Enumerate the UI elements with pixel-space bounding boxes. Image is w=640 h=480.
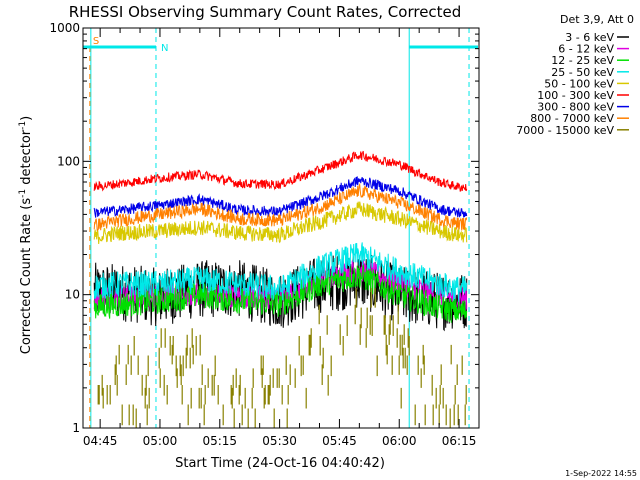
legend-label: 100 - 300 keV xyxy=(537,89,614,102)
y-label-part-3: ) xyxy=(19,116,34,121)
x-tick-label: 04:45 xyxy=(83,434,118,448)
legend-label: 25 - 50 keV xyxy=(551,66,614,79)
y-label-sup-2: -1 xyxy=(18,121,28,130)
legend-label: 50 - 100 keV xyxy=(544,77,614,90)
annotation-n: N xyxy=(161,43,168,54)
legend-title: Det 3,9, Att 0 xyxy=(560,13,634,26)
annotation-s: S xyxy=(93,36,99,47)
legend-label: 3 - 6 keV xyxy=(565,31,614,44)
x-axis-label: Start Time (24-Oct-16 04:40:42) xyxy=(175,456,385,471)
series-line-2 xyxy=(93,264,468,323)
y-tick-label: 10 xyxy=(65,288,80,302)
x-tick-label: 05:00 xyxy=(143,434,178,448)
y-tick-label: 1 xyxy=(72,421,80,435)
x-tick-label: 06:15 xyxy=(442,434,477,448)
series-line-3 xyxy=(93,242,468,302)
footer-timestamp: 1-Sep-2022 14:55 xyxy=(565,469,637,478)
chart-title: RHESSI Observing Summary Count Rates, Co… xyxy=(69,3,462,21)
series-line-4 xyxy=(93,201,468,245)
y-tick-label: 1000 xyxy=(49,21,80,35)
y-label-part-1: Corrected Count Rate (s xyxy=(19,198,34,355)
legend-label: 300 - 800 keV xyxy=(537,101,614,114)
plot-frame xyxy=(82,27,480,429)
y-tick-label: 100 xyxy=(57,154,80,168)
legend-label: 800 - 7000 keV xyxy=(530,112,614,125)
y-label-sup-1: -1 xyxy=(18,189,28,198)
svg-text:Corrected Count Rate (s-1 dete: Corrected Count Rate (s-1 detector-1) xyxy=(18,116,34,354)
series-line-5 xyxy=(93,150,468,192)
x-tick-label: 05:30 xyxy=(262,434,297,448)
y-label-part-2: detector xyxy=(19,129,34,189)
legend-label: 7000 - 15000 keV xyxy=(516,124,614,137)
plot-layer: S N 1 10 100 1000 04:45 05:00 05:15 05:30 05:45 06:… xyxy=(49,21,480,448)
x-tick-label: 05:45 xyxy=(322,434,357,448)
legend-label: 6 - 12 keV xyxy=(558,43,614,56)
y-axis-label: Corrected Count Rate (s-1 detector-1) xyxy=(18,116,34,354)
x-tick-label: 05:15 xyxy=(202,434,237,448)
series-line-7 xyxy=(93,182,468,231)
x-tick-label: 06:00 xyxy=(382,434,417,448)
legend-label: 12 - 25 keV xyxy=(551,54,614,67)
